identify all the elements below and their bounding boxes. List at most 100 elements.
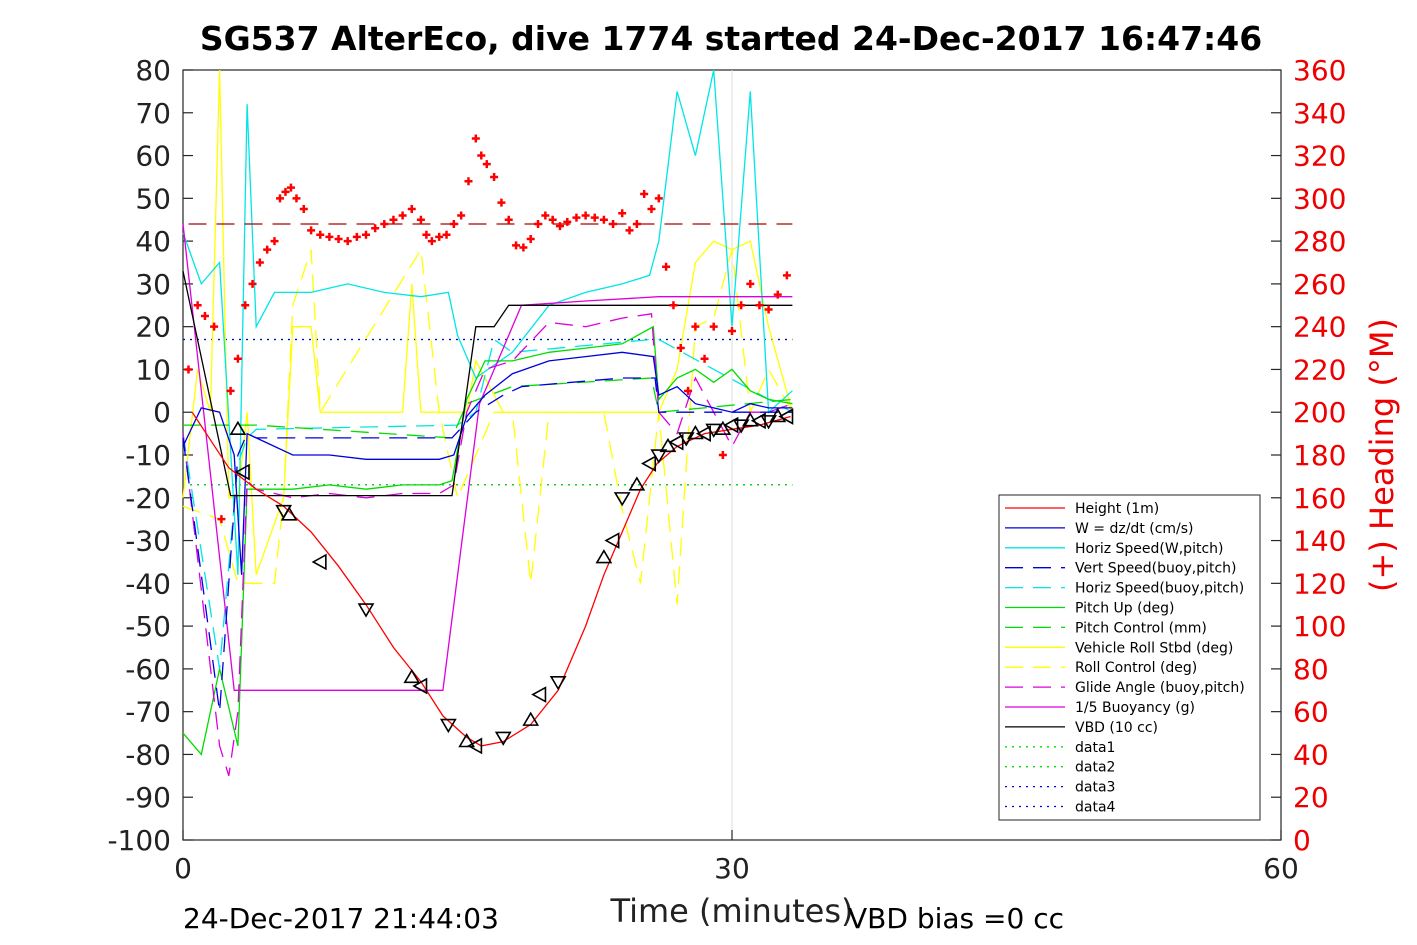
height-marker: [439, 718, 457, 734]
legend-label: data1: [1075, 740, 1115, 756]
heading-point: [281, 187, 290, 196]
heading-point: [737, 301, 746, 310]
footer-vbd-bias: VBD bias =0 cc: [848, 902, 1064, 935]
heading-point: [217, 515, 226, 524]
y-right-ticks: 3603403203002802602402202001801601401201…: [1271, 54, 1346, 857]
y-right-tick-label: 120: [1293, 567, 1346, 600]
y-right-tick-label: 220: [1293, 353, 1346, 386]
y-right-tick-label: 260: [1293, 268, 1346, 301]
height-marker: [549, 676, 567, 691]
legend: Height (1m) W = dz/dt (cm/s) Horiz Speed(W…: [998, 494, 1261, 821]
series-group: [182, 69, 794, 776]
heading-point: [728, 326, 736, 335]
y-left-tick-label: 40: [135, 225, 171, 258]
height-marker: [280, 506, 298, 521]
heading-point: [299, 205, 308, 214]
heading-point: [640, 190, 649, 199]
series-line-2: [182, 69, 793, 575]
heading-point: [519, 243, 528, 252]
heading-point: [263, 245, 272, 254]
heading-point: [563, 217, 572, 226]
x-tick-label: 30: [714, 852, 750, 885]
height-marker: [714, 420, 732, 436]
height-marker: [467, 737, 483, 755]
height-marker: [522, 711, 540, 726]
y-left-tick-label: 50: [135, 182, 171, 215]
legend-label: W = dz/dt (cm/s): [1075, 521, 1194, 537]
x-ticks: 0 30 60: [174, 830, 1299, 885]
heading-point: [193, 301, 202, 310]
legend-label: Height (1m): [1075, 501, 1159, 517]
legend-label: Vehicle Roll Stbd (deg): [1075, 640, 1233, 656]
y-left-tick-label: 30: [135, 268, 171, 301]
heading-point: [746, 279, 755, 288]
x-tick-label: 60: [1263, 852, 1299, 885]
heading-point: [572, 213, 581, 222]
series-line-10: [182, 223, 793, 691]
y-right-tick-label: 0: [1293, 824, 1311, 857]
x-axis-label: Time (minutes): [610, 892, 854, 930]
y-right-tick-label: 40: [1293, 738, 1329, 771]
heading-point: [526, 234, 535, 243]
height-marker: [229, 420, 247, 436]
heading-point: [477, 151, 486, 160]
series-line-3: [182, 377, 793, 712]
heading-point: [210, 322, 219, 331]
height-marker: [494, 731, 512, 746]
series-line-5: [182, 325, 793, 756]
heading-point: [709, 322, 718, 331]
y-left-tick-label: 10: [135, 353, 171, 386]
y-right-tick-label: 100: [1293, 610, 1346, 643]
y-right-tick-label: 140: [1293, 525, 1346, 558]
heading-point: [676, 344, 685, 353]
x-tick-label: 0: [174, 852, 192, 885]
series-line-8: [182, 247, 793, 605]
heading-point: [275, 194, 284, 203]
y-right-tick-label: 300: [1293, 182, 1346, 215]
heading-point: [548, 215, 557, 224]
y-right-tick-label: 200: [1293, 396, 1346, 429]
heading-point: [248, 279, 257, 288]
heading-point: [416, 215, 425, 224]
heading-point: [389, 215, 398, 224]
y-left-tick-label: -20: [125, 482, 171, 515]
y-right-tick-label: 60: [1293, 696, 1329, 729]
heading-point: [773, 290, 782, 299]
legend-label: Vert Speed(buoy,pitch): [1075, 561, 1237, 577]
legend-box: [998, 494, 1261, 821]
heading-point: [654, 194, 663, 203]
heading-point: [334, 234, 343, 243]
heading-point: [286, 183, 295, 192]
y-left-tick-label: -60: [125, 653, 171, 686]
heading-point: [371, 224, 380, 233]
height-marker: [695, 425, 711, 442]
heading-points: [184, 134, 793, 524]
heading-point: [541, 211, 550, 220]
legend-label: Pitch Control (mm): [1075, 620, 1207, 636]
heading-point: [233, 354, 242, 363]
y-left-tick-label: 70: [135, 97, 171, 130]
heading-point: [325, 232, 334, 241]
legend-label: data3: [1075, 780, 1115, 796]
heading-point: [362, 230, 370, 239]
heading-point: [581, 211, 590, 220]
y-right-tick-label: 80: [1293, 653, 1329, 686]
heading-point: [427, 237, 436, 246]
height-marker: [531, 686, 547, 703]
heading-point: [504, 215, 513, 224]
y-left-tick-label: 60: [135, 140, 171, 173]
height-marker: [668, 433, 684, 451]
heading-point: [352, 232, 361, 241]
height-marker: [311, 553, 327, 571]
heading-point: [255, 258, 264, 267]
legend-label: data4: [1075, 800, 1116, 816]
heading-point: [457, 211, 466, 220]
heading-point: [700, 354, 709, 363]
heading-point: [449, 220, 458, 228]
heading-point: [226, 386, 235, 395]
heading-point: [316, 230, 325, 239]
heading-point: [442, 230, 451, 239]
heading-point: [464, 177, 473, 186]
heading-point: [662, 262, 671, 271]
series-line-1: [182, 351, 793, 575]
